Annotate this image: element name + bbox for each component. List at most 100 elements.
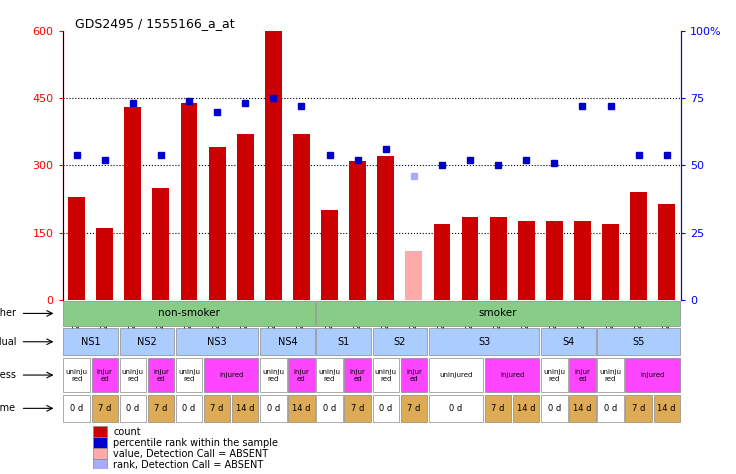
Bar	[429, 328, 539, 355]
Bar	[209, 147, 225, 300]
Bar	[176, 328, 258, 355]
Bar	[91, 395, 118, 422]
Bar	[598, 358, 623, 392]
Bar	[406, 251, 422, 300]
Text: individual: individual	[0, 337, 16, 347]
Text: stress: stress	[0, 370, 16, 380]
Bar	[63, 300, 681, 474]
Text: 0 d: 0 d	[323, 404, 336, 413]
Bar	[63, 301, 314, 326]
Bar	[289, 395, 314, 422]
Bar	[93, 426, 107, 437]
Bar	[91, 358, 118, 392]
Text: 0 d: 0 d	[450, 404, 463, 413]
Text: injur
ed: injur ed	[406, 369, 422, 382]
Text: non-smoker: non-smoker	[158, 309, 220, 319]
Bar	[372, 328, 427, 355]
Bar	[518, 221, 534, 300]
Bar	[120, 395, 146, 422]
Bar	[93, 437, 107, 448]
Bar	[429, 358, 484, 392]
Text: time: time	[0, 403, 16, 413]
Bar	[429, 395, 484, 422]
Bar	[321, 210, 338, 300]
Text: S1: S1	[337, 337, 350, 347]
Text: uninju
red: uninju red	[178, 369, 200, 382]
Bar	[400, 395, 427, 422]
Bar	[485, 358, 539, 392]
Text: 0 d: 0 d	[548, 404, 561, 413]
Text: NS2: NS2	[137, 337, 157, 347]
Text: injur
ed: injur ed	[350, 369, 366, 382]
Text: GDS2495 / 1555166_a_at: GDS2495 / 1555166_a_at	[75, 17, 235, 30]
Bar	[204, 358, 258, 392]
Bar	[152, 188, 169, 300]
Bar	[93, 459, 107, 470]
Bar	[237, 134, 254, 300]
Text: uninju
red: uninju red	[66, 369, 88, 382]
Bar	[316, 395, 343, 422]
Text: S4: S4	[562, 337, 575, 347]
Bar	[63, 395, 90, 422]
Bar	[626, 395, 652, 422]
Bar	[598, 328, 680, 355]
Text: S2: S2	[394, 337, 406, 347]
Bar	[541, 328, 595, 355]
Text: 0 d: 0 d	[70, 404, 83, 413]
Bar	[602, 224, 619, 300]
Bar	[289, 358, 314, 392]
Text: NS4: NS4	[277, 337, 297, 347]
Text: injur
ed: injur ed	[96, 369, 113, 382]
Bar	[124, 107, 141, 300]
Text: percentile rank within the sample: percentile rank within the sample	[113, 438, 278, 447]
Text: 7 d: 7 d	[407, 404, 420, 413]
Bar	[461, 217, 478, 300]
Bar	[654, 395, 680, 422]
Text: uninjured: uninjured	[439, 372, 473, 378]
Bar	[541, 358, 567, 392]
Bar	[316, 358, 343, 392]
Bar	[372, 358, 399, 392]
Bar	[93, 448, 107, 459]
Bar	[434, 224, 450, 300]
Bar	[148, 395, 174, 422]
Bar	[344, 395, 371, 422]
Text: uninju
red: uninju red	[543, 369, 565, 382]
Bar	[574, 221, 591, 300]
Text: uninju
red: uninju red	[262, 369, 284, 382]
Text: injur
ed: injur ed	[575, 369, 590, 382]
Text: uninju
red: uninju red	[600, 369, 621, 382]
Bar	[260, 395, 286, 422]
Text: 0 d: 0 d	[379, 404, 392, 413]
Text: 0 d: 0 d	[183, 404, 196, 413]
Text: count: count	[113, 427, 141, 437]
Text: 14 d: 14 d	[517, 404, 536, 413]
Bar	[400, 358, 427, 392]
Text: 14 d: 14 d	[657, 404, 676, 413]
Bar	[569, 358, 595, 392]
Bar	[316, 328, 371, 355]
Text: uninju
red: uninju red	[122, 369, 144, 382]
Text: injur
ed: injur ed	[153, 369, 169, 382]
Text: rank, Detection Call = ABSENT: rank, Detection Call = ABSENT	[113, 460, 263, 470]
Bar	[569, 395, 595, 422]
Text: uninju
red: uninju red	[375, 369, 397, 382]
Bar	[63, 358, 90, 392]
Bar	[349, 161, 366, 300]
Text: 7 d: 7 d	[632, 404, 645, 413]
Bar	[120, 358, 146, 392]
Bar	[260, 358, 286, 392]
Bar	[489, 217, 506, 300]
Bar	[316, 301, 680, 326]
Text: 7 d: 7 d	[155, 404, 168, 413]
Bar	[513, 395, 539, 422]
Bar	[96, 228, 113, 300]
Bar	[260, 328, 314, 355]
Text: injured: injured	[219, 372, 244, 378]
Bar	[378, 156, 394, 300]
Bar	[546, 221, 563, 300]
Bar	[232, 395, 258, 422]
Bar	[541, 395, 567, 422]
Text: S3: S3	[478, 337, 490, 347]
Text: uninju
red: uninju red	[319, 369, 341, 382]
